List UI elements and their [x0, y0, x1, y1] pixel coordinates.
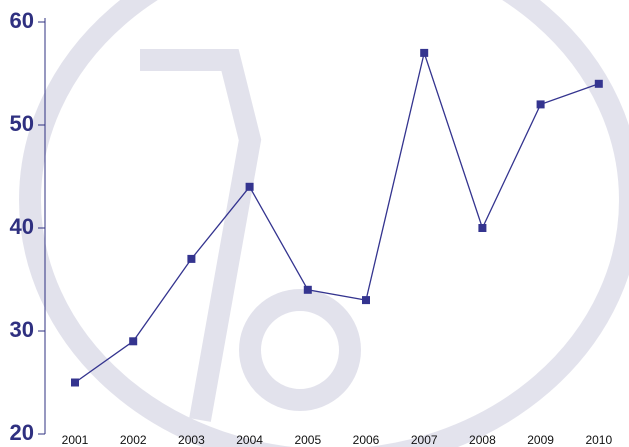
data-point: [187, 254, 196, 263]
x-tick-label: 2010: [585, 433, 612, 447]
data-point: [420, 48, 429, 57]
y-tick-label: 60: [10, 8, 34, 33]
data-point: [536, 100, 545, 109]
x-tick-label: 2007: [411, 433, 438, 447]
data-point: [594, 79, 603, 88]
x-tick-label: 2008: [469, 433, 496, 447]
x-tick-label: 2003: [178, 433, 205, 447]
y-tick-label: 40: [10, 214, 34, 239]
y-tick-label: 50: [10, 111, 34, 136]
x-tick-label: 2002: [120, 433, 147, 447]
data-point: [245, 182, 254, 191]
y-tick-label: 30: [10, 317, 34, 342]
x-tick-label: 2004: [236, 433, 263, 447]
watermark: [19, 0, 629, 447]
data-point: [71, 378, 79, 387]
data-point: [478, 224, 487, 232]
y-tick-label: 20: [10, 420, 34, 445]
watermark-ring: [19, 0, 629, 447]
watermark-wheel: [239, 289, 361, 411]
x-tick-label: 2005: [294, 433, 321, 447]
x-tick-label: 2001: [62, 433, 89, 447]
data-point: [129, 337, 138, 346]
x-tick-label: 2009: [527, 433, 554, 447]
data-point: [303, 285, 312, 294]
data-line: [74, 50, 600, 384]
data-point: [362, 296, 370, 305]
x-tick-label: 2006: [353, 433, 380, 447]
watermark-figure: [140, 49, 262, 422]
